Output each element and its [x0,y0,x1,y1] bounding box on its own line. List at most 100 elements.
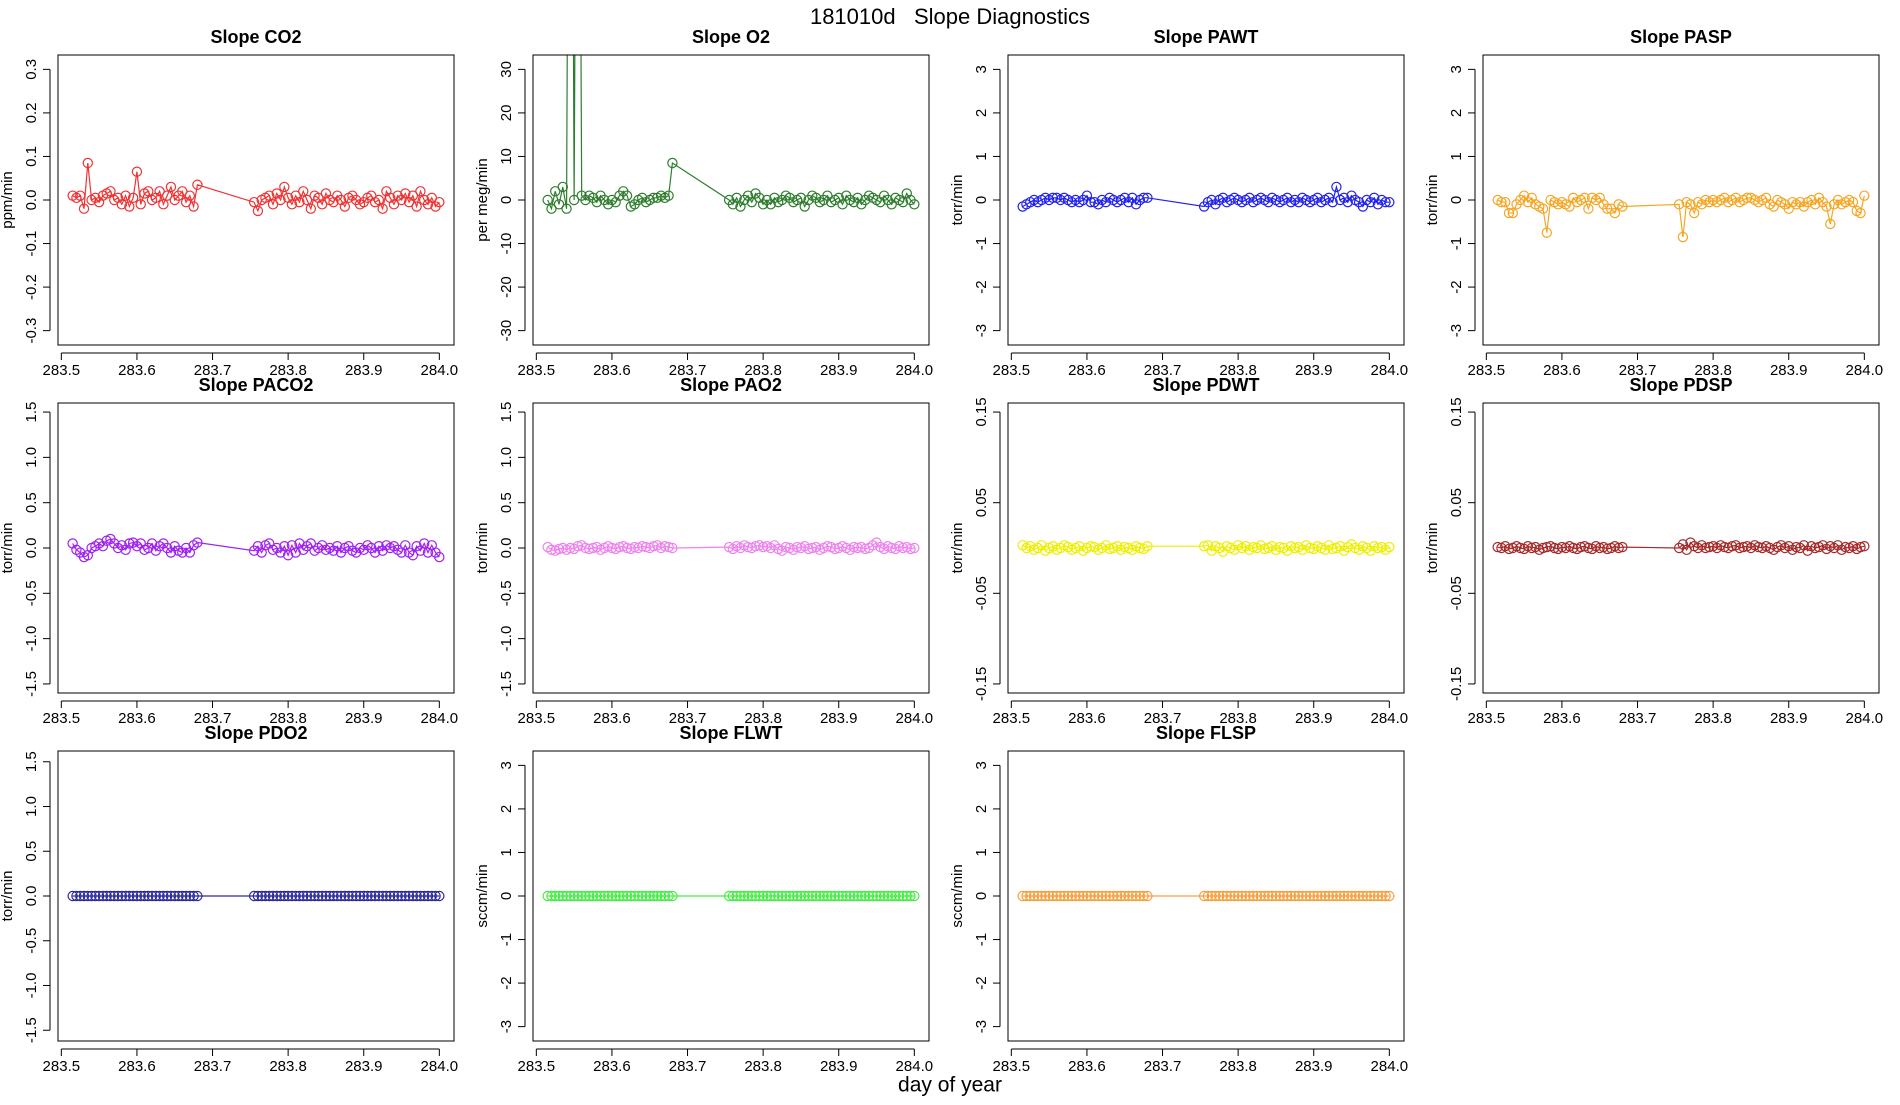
x-tick-label: 283.9 [1770,710,1808,727]
data-point [275,194,286,206]
y-tick-label: 0 [1448,196,1465,204]
data-point [727,890,739,902]
data-point [1198,890,1210,902]
y-tick-label: 1 [973,848,990,856]
data-point [606,890,618,902]
data-point [430,890,441,902]
data-point [1081,890,1093,902]
plot-area [1017,539,1395,557]
y-tick-label: -2 [973,976,990,989]
data-point [1840,541,1851,553]
data-point [640,890,652,902]
data-point [426,192,437,204]
data-point [614,541,625,553]
x-tick-label: 283.8 [269,362,307,379]
y-tick-label: -2 [1448,280,1465,293]
data-point [177,186,188,197]
data-point [897,542,909,554]
y-tick-label: -1 [1448,237,1465,250]
data-point [1138,192,1149,204]
data-point [1248,541,1259,553]
data-point [298,186,309,197]
data-point [655,890,667,902]
data-point [852,542,863,554]
data-point [636,890,648,902]
data-point [1085,890,1096,902]
plot-area [1017,890,1395,902]
x-tick-label: 283.9 [820,710,858,727]
data-point [633,890,644,902]
y-tick-label: -1.0 [23,626,40,652]
data-point [859,890,871,902]
data-point [807,542,818,554]
data-point [377,890,388,902]
data-point [1119,541,1130,553]
data-point [1142,540,1153,552]
data-point [557,181,568,193]
plot-frame [57,750,455,1042]
data-point [1526,542,1537,554]
data-point [1304,890,1316,902]
data-point [848,541,860,553]
data-point [1089,890,1100,902]
data-point [750,890,761,902]
data-point [124,538,135,549]
panel-title: Slope PASP [1630,27,1732,47]
data-point [584,543,595,555]
data-point [1225,890,1236,902]
data-point [97,890,109,902]
data-point [1503,543,1515,555]
data-point [1059,890,1070,902]
data-point [146,890,158,902]
data-point [909,542,920,554]
y-tick-label: 10 [498,148,515,165]
data-point [124,201,135,212]
data-point [434,890,445,902]
data-point [434,196,445,208]
data-point [1738,541,1749,553]
data-point [1496,196,1507,208]
y-tick-label: -0.1 [23,231,40,257]
x-tick-label: 283.5 [43,1058,81,1075]
data-point [124,890,135,902]
data-point [746,196,757,208]
data-point [761,890,773,902]
data-point [150,890,162,902]
y-tick-label: 2 [973,109,990,117]
data-point [1541,227,1553,238]
data-point [1104,543,1115,555]
data-point [799,890,810,902]
y-tick-label: 1 [973,152,990,160]
data-point [1791,541,1802,553]
y-tick-label: -1.5 [23,671,40,697]
y-tick-label: -3 [498,1020,515,1033]
data-point [844,890,856,902]
data-point [154,890,165,902]
data-point [576,890,587,902]
data-point [1274,890,1285,902]
data-point [279,890,290,902]
data-point [158,890,169,902]
data-point [180,890,192,902]
data-point [648,540,659,552]
data-point [1369,890,1380,902]
y-tick-label: -30 [498,320,515,342]
data-point [1549,542,1560,554]
data-point [1142,192,1153,204]
data-point [407,190,419,201]
y-axis-label: torr/min [949,523,966,574]
data-point [411,201,422,212]
data-point [742,890,754,902]
x-tick-label: 284.0 [896,1058,934,1075]
data-point [1685,199,1696,210]
y-tick-label: 0.0 [23,886,40,907]
plot-frame [1482,402,1880,694]
data-point [795,890,807,902]
x-tick-label: 283.7 [1619,710,1657,727]
data-point [867,890,878,902]
y-tick-label: -1 [973,933,990,946]
data-point [188,890,199,902]
data-point [419,890,430,902]
x-tick-label: 283.6 [118,710,156,727]
data-point [377,545,388,556]
